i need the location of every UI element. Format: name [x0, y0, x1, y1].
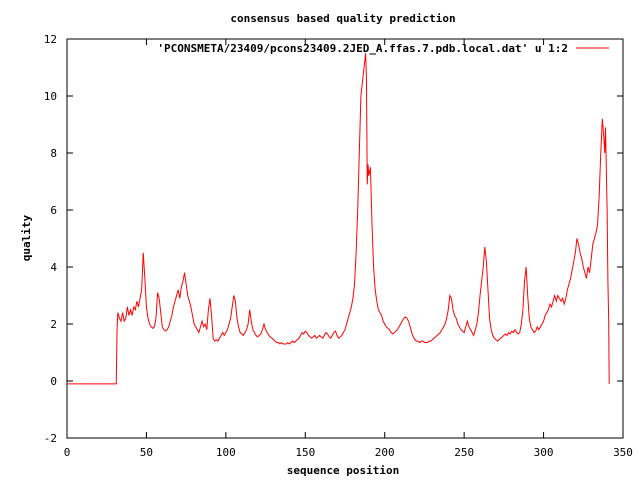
x-tick-label: 200 [375, 446, 395, 459]
x-tick-label: 350 [613, 446, 633, 459]
x-tick-label: 250 [454, 446, 474, 459]
legend-label: 'PCONSMETA/23409/pcons23409.2JED_A.ffas.… [157, 42, 568, 55]
x-tick-label: 300 [534, 446, 554, 459]
x-tick-label: 50 [140, 446, 153, 459]
x-tick-label: 0 [64, 446, 71, 459]
y-tick-label: 0 [50, 375, 57, 388]
y-tick-label: 4 [50, 261, 57, 274]
y-tick-label: 6 [50, 204, 57, 217]
y-axis-ticks: -2 0 2 4 6 8 10 12 [44, 33, 623, 445]
plot-frame [66, 38, 624, 439]
x-axis-label: sequence position [287, 464, 400, 477]
legend: 'PCONSMETA/23409/pcons23409.2JED_A.ffas.… [157, 42, 609, 55]
chart-title: consensus based quality prediction [230, 12, 455, 25]
x-tick-label: 100 [216, 446, 236, 459]
y-tick-label: 12 [44, 33, 57, 46]
y-tick-label: 10 [44, 90, 57, 103]
x-axis-ticks: 0 50 100 150 200 250 300 350 [64, 39, 633, 459]
series-quality-line [67, 53, 610, 385]
y-axis-label: quality [20, 214, 33, 261]
y-tick-label: -2 [44, 432, 57, 445]
y-tick-label: 8 [50, 147, 57, 160]
x-tick-label: 150 [295, 446, 315, 459]
y-tick-label: 2 [50, 318, 57, 331]
